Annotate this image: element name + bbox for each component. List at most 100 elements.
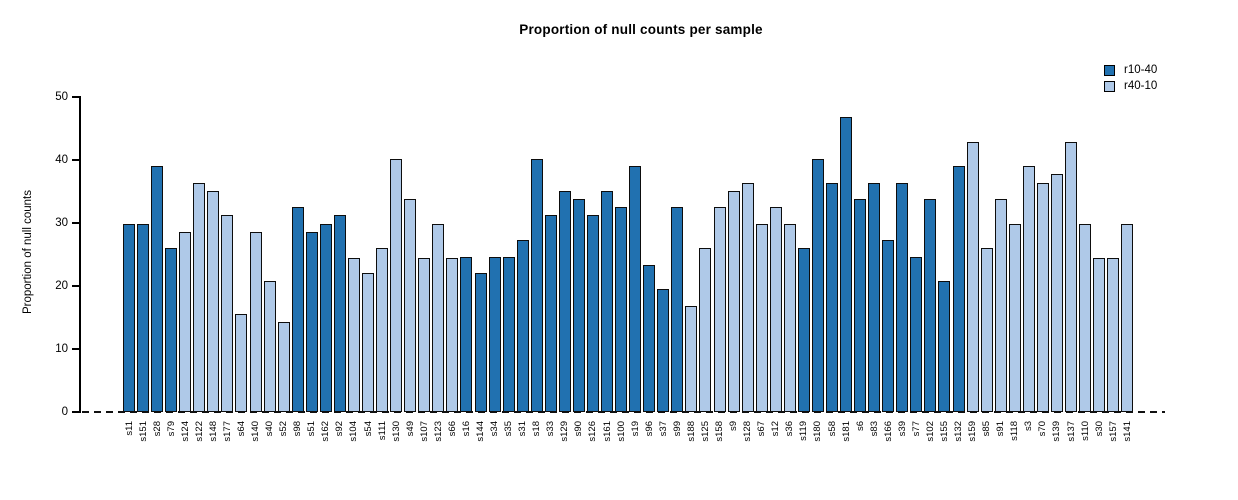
x-tick-label-s107: s107	[419, 421, 430, 442]
x-tick-label-s96: s96	[644, 421, 655, 437]
bar-s52	[278, 322, 290, 412]
x-tick-label-s180: s180	[812, 421, 823, 442]
x-tick-label-s166: s166	[883, 421, 894, 442]
bar-s144	[475, 273, 487, 412]
bar-s31	[517, 240, 529, 412]
y-tick-label: 40	[55, 153, 68, 166]
bar-s51	[306, 232, 318, 412]
x-tick-label-s54: s54	[363, 421, 374, 437]
bar-s102	[924, 199, 936, 412]
x-tick-label-s188: s188	[686, 421, 697, 442]
x-tick-label-s128: s128	[742, 421, 753, 442]
bar-s77	[910, 257, 922, 412]
x-tick-label-s130: s130	[391, 421, 402, 442]
bar-s85	[981, 248, 993, 412]
x-tick-label-s40: s40	[264, 421, 275, 437]
x-tick-label-s67: s67	[756, 421, 767, 437]
bar-s159	[967, 142, 979, 412]
bar-s54	[362, 273, 374, 412]
x-tick-label-s155: s155	[939, 421, 950, 442]
legend-swatch-r40-10	[1104, 80, 1115, 92]
x-tick-label-s83: s83	[869, 421, 880, 437]
y-tick	[72, 348, 79, 350]
y-tick	[72, 222, 79, 224]
bar-s122	[193, 183, 205, 412]
x-tick-label-s34: s34	[489, 421, 500, 437]
x-tick-label-s52: s52	[278, 421, 289, 437]
y-tick-label: 20	[55, 279, 68, 292]
x-tick-label-s111: s111	[377, 421, 388, 441]
bar-s35	[503, 257, 515, 412]
x-tick-label-s58: s58	[827, 421, 838, 437]
bar-s30	[1093, 258, 1105, 412]
x-tick-label-s12: s12	[770, 421, 781, 437]
x-tick-label-s132: s132	[953, 421, 964, 442]
x-tick-label-s126: s126	[587, 421, 598, 442]
x-tick-label-s35: s35	[503, 421, 514, 437]
bar-s40	[264, 281, 276, 412]
bar-s188	[685, 306, 697, 412]
bar-s177	[221, 215, 233, 412]
x-tick-label-s161: s161	[602, 421, 613, 442]
bar-s92	[334, 215, 346, 412]
bar-s58	[826, 183, 838, 412]
x-tick-label-s30: s30	[1094, 421, 1105, 437]
x-tick-label-s137: s137	[1066, 421, 1077, 442]
bar-s140	[250, 232, 262, 412]
x-tick-label-s162: s162	[320, 421, 331, 442]
bar-s9	[728, 191, 740, 412]
x-tick-label-s77: s77	[911, 421, 922, 437]
x-tick-label-s31: s31	[517, 421, 528, 437]
x-tick-label-s11: s11	[124, 421, 135, 436]
bar-s79	[165, 248, 177, 412]
x-tick-label-s148: s148	[208, 421, 219, 442]
bar-s99	[671, 207, 683, 412]
bar-s90	[573, 199, 585, 412]
x-tick-label-s157: s157	[1108, 421, 1119, 442]
bar-s19	[629, 166, 641, 412]
bar-s124	[179, 232, 191, 412]
bar-s91	[995, 199, 1007, 412]
x-tick-label-s91: s91	[995, 421, 1006, 437]
x-tick-label-s144: s144	[475, 421, 486, 442]
x-tick-label-s104: s104	[348, 421, 359, 442]
bar-s36	[784, 224, 796, 412]
bar-s6	[854, 199, 866, 412]
bar-s130	[390, 159, 402, 412]
x-tick-label-s49: s49	[405, 421, 416, 437]
x-tick-label-s19: s19	[630, 421, 641, 437]
legend-label-r10-40: r10-40	[1124, 64, 1158, 76]
y-tick-label: 10	[55, 342, 68, 355]
x-tick-label-s28: s28	[152, 421, 163, 437]
x-tick-label-s66: s66	[447, 421, 458, 437]
bar-s166	[882, 240, 894, 412]
bar-s111	[376, 248, 388, 412]
bar-s148	[207, 191, 219, 412]
y-axis-title: Proportion of null counts	[22, 190, 34, 315]
y-tick	[72, 411, 79, 413]
bar-s151	[137, 224, 149, 412]
x-tick-label-s181: s181	[841, 421, 852, 442]
x-tick-label-s92: s92	[334, 421, 345, 437]
x-tick-label-s110: s110	[1080, 421, 1091, 441]
legend-label-r40-10: r40-10	[1124, 80, 1158, 92]
x-tick-label-s159: s159	[967, 421, 978, 442]
bar-s141	[1121, 224, 1133, 412]
y-tick	[72, 96, 79, 98]
x-tick-label-s124: s124	[180, 421, 191, 442]
x-tick-label-s151: s151	[138, 421, 149, 442]
bar-s161	[601, 191, 613, 412]
bar-s139	[1051, 174, 1063, 412]
y-tick-label: 50	[55, 90, 68, 103]
y-tick-label: 0	[61, 405, 68, 418]
x-tick-label-s79: s79	[166, 421, 177, 437]
x-tick-label-s36: s36	[784, 421, 795, 437]
bar-s67	[756, 224, 768, 412]
bar-s180	[812, 159, 824, 412]
legend: r10-40 r40-10	[1104, 64, 1157, 92]
bar-s110	[1079, 224, 1091, 412]
bar-s123	[432, 224, 444, 412]
bar-s128	[742, 183, 754, 412]
y-tick	[72, 285, 79, 287]
